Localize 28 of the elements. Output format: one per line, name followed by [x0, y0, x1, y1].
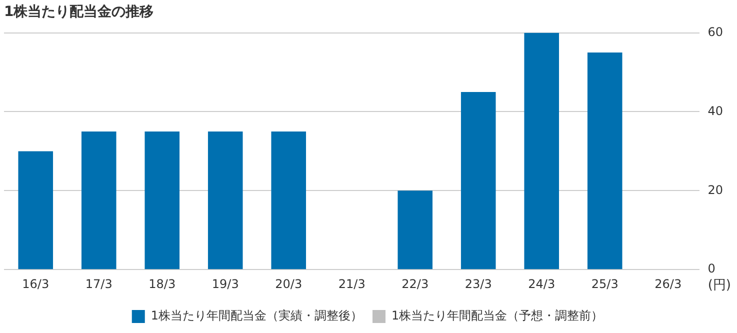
legend-label: 1株当たり年間配当金（実績・調整後）: [150, 308, 363, 323]
x-tick-label: 26/3: [654, 276, 682, 291]
legend-label: 1株当たり年間配当金（予想・調整前）: [392, 308, 604, 323]
bar: [208, 131, 243, 270]
x-tick-label: 18/3: [148, 276, 176, 291]
bar: [18, 151, 54, 270]
x-tick-label: 19/3: [212, 276, 239, 291]
bar: [460, 92, 496, 270]
y-tick-label: 0: [708, 262, 716, 276]
bar: [524, 32, 560, 270]
y-tick-label: 40: [708, 104, 724, 118]
x-tick-label: 16/3: [22, 276, 50, 291]
bar: [271, 131, 306, 270]
bar: [144, 131, 180, 270]
bar: [398, 190, 433, 270]
x-tick-label: 21/3: [338, 276, 366, 291]
bar: [81, 131, 116, 270]
y-axis-title: (円): [708, 278, 731, 293]
y-tick-label: 60: [708, 24, 724, 39]
x-tick-label: 22/3: [402, 276, 429, 291]
x-tick-label: 24/3: [528, 276, 556, 291]
x-tick-label: 20/3: [275, 276, 302, 291]
x-tick-label: 17/3: [85, 276, 112, 291]
chart-title: 1株当たり配当金の推移: [4, 4, 154, 20]
x-tick-label: 23/3: [464, 276, 492, 291]
x-tick-label: 25/3: [591, 276, 618, 291]
y-tick-label: 20: [708, 182, 724, 197]
bar: [587, 52, 622, 270]
